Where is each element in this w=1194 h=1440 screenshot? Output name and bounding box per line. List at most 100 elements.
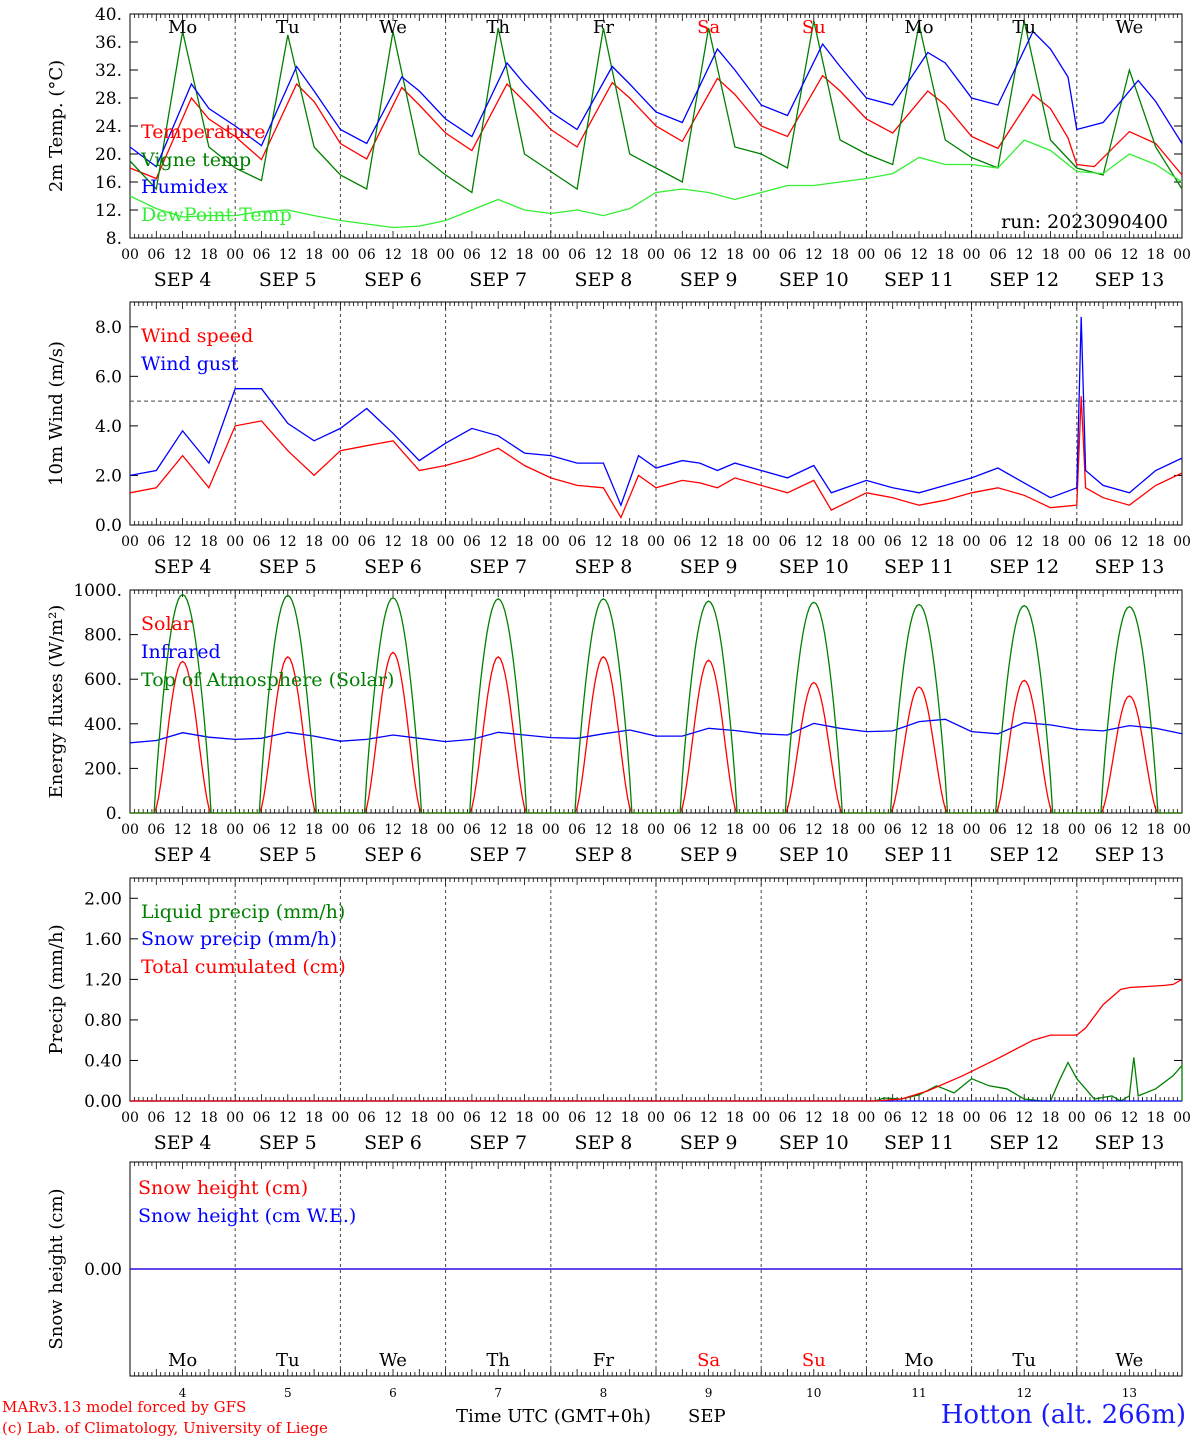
wind-hour-label: 06	[1094, 534, 1112, 550]
energy-hour-label: 12	[279, 822, 297, 838]
temp-legend-item: Temperature	[141, 121, 265, 143]
temp-day-label: SEP 10	[779, 269, 849, 291]
precip-day-label: SEP 4	[154, 1132, 212, 1154]
day-number-label: 12	[1017, 1386, 1032, 1400]
wind-day-label: SEP 10	[779, 556, 849, 578]
temp-hour-label: 06	[358, 247, 376, 263]
weekday-label: Mo	[168, 17, 197, 38]
day-number-label: 4	[179, 1386, 187, 1400]
temp-hour-label: 00	[542, 247, 560, 263]
energy-hour-label: 00	[1173, 822, 1191, 838]
temp-hour-label: 12	[489, 247, 507, 263]
lab-credit: (c) Lab. of Climatology, University of L…	[2, 1419, 328, 1437]
temp-day-label: SEP 8	[574, 269, 632, 291]
day-number-label: 6	[389, 1386, 397, 1400]
precip-hour-label: 18	[1042, 1110, 1060, 1126]
temp-hour-label: 06	[568, 247, 586, 263]
energy-day-label: SEP 7	[469, 844, 527, 866]
precip-hour-label: 12	[1015, 1110, 1033, 1126]
wind-hour-label: 12	[594, 534, 612, 550]
precip-hour-label: 00	[752, 1110, 770, 1126]
wind-hour-label: 12	[1120, 534, 1138, 550]
energy-hour-label: 00	[542, 822, 560, 838]
wind-panel-frame	[129, 301, 1183, 526]
wind-hour-label: 12	[279, 534, 297, 550]
day-number-label: 5	[284, 1386, 292, 1400]
wind-series-wind-speed	[129, 396, 1183, 520]
precip-hour-label: 06	[779, 1110, 797, 1126]
energy-hour-label: 12	[384, 822, 402, 838]
wind-hour-label: 00	[647, 534, 665, 550]
energy-day-label: SEP 11	[884, 844, 954, 866]
temp-hour-label: 18	[1147, 247, 1165, 263]
precip-hour-label: 06	[147, 1110, 165, 1126]
temp-hour-label: 06	[884, 247, 902, 263]
temp-hour-label: 12	[594, 247, 612, 263]
precip-hour-label: 18	[621, 1110, 639, 1126]
temp-day-label: SEP 7	[469, 269, 527, 291]
wind-legend-item: Wind speed	[141, 325, 253, 347]
precip-hour-label: 00	[647, 1110, 665, 1126]
temp-series-temperature	[129, 74, 1183, 180]
energy-hour-label: 06	[568, 822, 586, 838]
temp-hour-label: 06	[253, 247, 271, 263]
energy-hour-label: 18	[305, 822, 323, 838]
precip-ytick-label: 0.80	[84, 1011, 122, 1031]
precip-hour-label: 06	[358, 1110, 376, 1126]
temp-hour-label: 12	[1120, 247, 1138, 263]
temp-day-label: SEP 11	[884, 269, 954, 291]
precip-hour-label: 12	[174, 1110, 192, 1126]
wind-hour-label: 00	[437, 534, 455, 550]
weekday-label: We	[1116, 1350, 1144, 1371]
precip-hour-label: 18	[936, 1110, 954, 1126]
energy-panel-frame	[129, 589, 1183, 814]
temp-ytick-label: 16.	[95, 173, 122, 193]
temp-ytick-label: 20.	[95, 145, 122, 165]
energy-hour-label: 00	[437, 822, 455, 838]
precip-ytick-label: 0.40	[84, 1051, 122, 1071]
wind-hour-label: 06	[673, 534, 691, 550]
energy-day-label: SEP 5	[259, 844, 317, 866]
energy-day-label: SEP 4	[154, 844, 212, 866]
run-label: run: 2023090400	[1001, 211, 1168, 233]
temp-hour-label: 00	[1173, 247, 1191, 263]
precip-hour-label: 06	[568, 1110, 586, 1126]
energy-hour-label: 18	[410, 822, 428, 838]
wind-day-label: SEP 5	[259, 556, 317, 578]
temp-hour-label: 06	[463, 247, 481, 263]
temp-ytick-label: 8.	[106, 229, 122, 249]
temp-day-label: SEP 12	[989, 269, 1059, 291]
temp-series-vigne-temp	[129, 20, 1183, 194]
temp-hour-label: 00	[963, 247, 981, 263]
wind-hour-label: 00	[542, 534, 560, 550]
temp-series-dewpoint-temp	[129, 139, 1183, 229]
wind-day-label: SEP 6	[364, 556, 422, 578]
energy-legend-item: Infrared	[141, 641, 221, 663]
wind-hour-label: 06	[358, 534, 376, 550]
wind-hour-label: 18	[831, 534, 849, 550]
precip-ytick-label: 1.20	[84, 970, 122, 990]
wind-ylabel: 10m Wind (m/s)	[46, 341, 67, 486]
wind-day-label: SEP 12	[989, 556, 1059, 578]
weekday-label: Fr	[593, 1350, 614, 1371]
wind-legend-item: Wind gust	[141, 353, 239, 375]
temp-day-label: SEP 9	[680, 269, 738, 291]
precip-hour-label: 00	[963, 1110, 981, 1126]
temp-day-label: SEP 13	[1094, 269, 1164, 291]
temp-hour-label: 12	[174, 247, 192, 263]
precip-legend-item: Total cumulated (cm)	[141, 956, 346, 978]
precip-hour-label: 00	[1068, 1110, 1086, 1126]
precip-ytick-label: 0.00	[84, 1092, 122, 1112]
temp-day-label: SEP 6	[364, 269, 422, 291]
temp-hour-label: 18	[200, 247, 218, 263]
temp-legend-item: DewPoint Temp	[141, 204, 292, 226]
energy-day-label: SEP 8	[574, 844, 632, 866]
energy-hour-label: 06	[358, 822, 376, 838]
weekday-label: Tu	[1012, 1350, 1036, 1371]
day-number-label: 9	[705, 1386, 713, 1400]
wind-hour-label: 00	[1068, 534, 1086, 550]
precip-hour-label: 00	[857, 1110, 875, 1126]
wind-day-label: SEP 9	[680, 556, 738, 578]
precip-hour-label: 12	[805, 1110, 823, 1126]
energy-hour-label: 06	[673, 822, 691, 838]
